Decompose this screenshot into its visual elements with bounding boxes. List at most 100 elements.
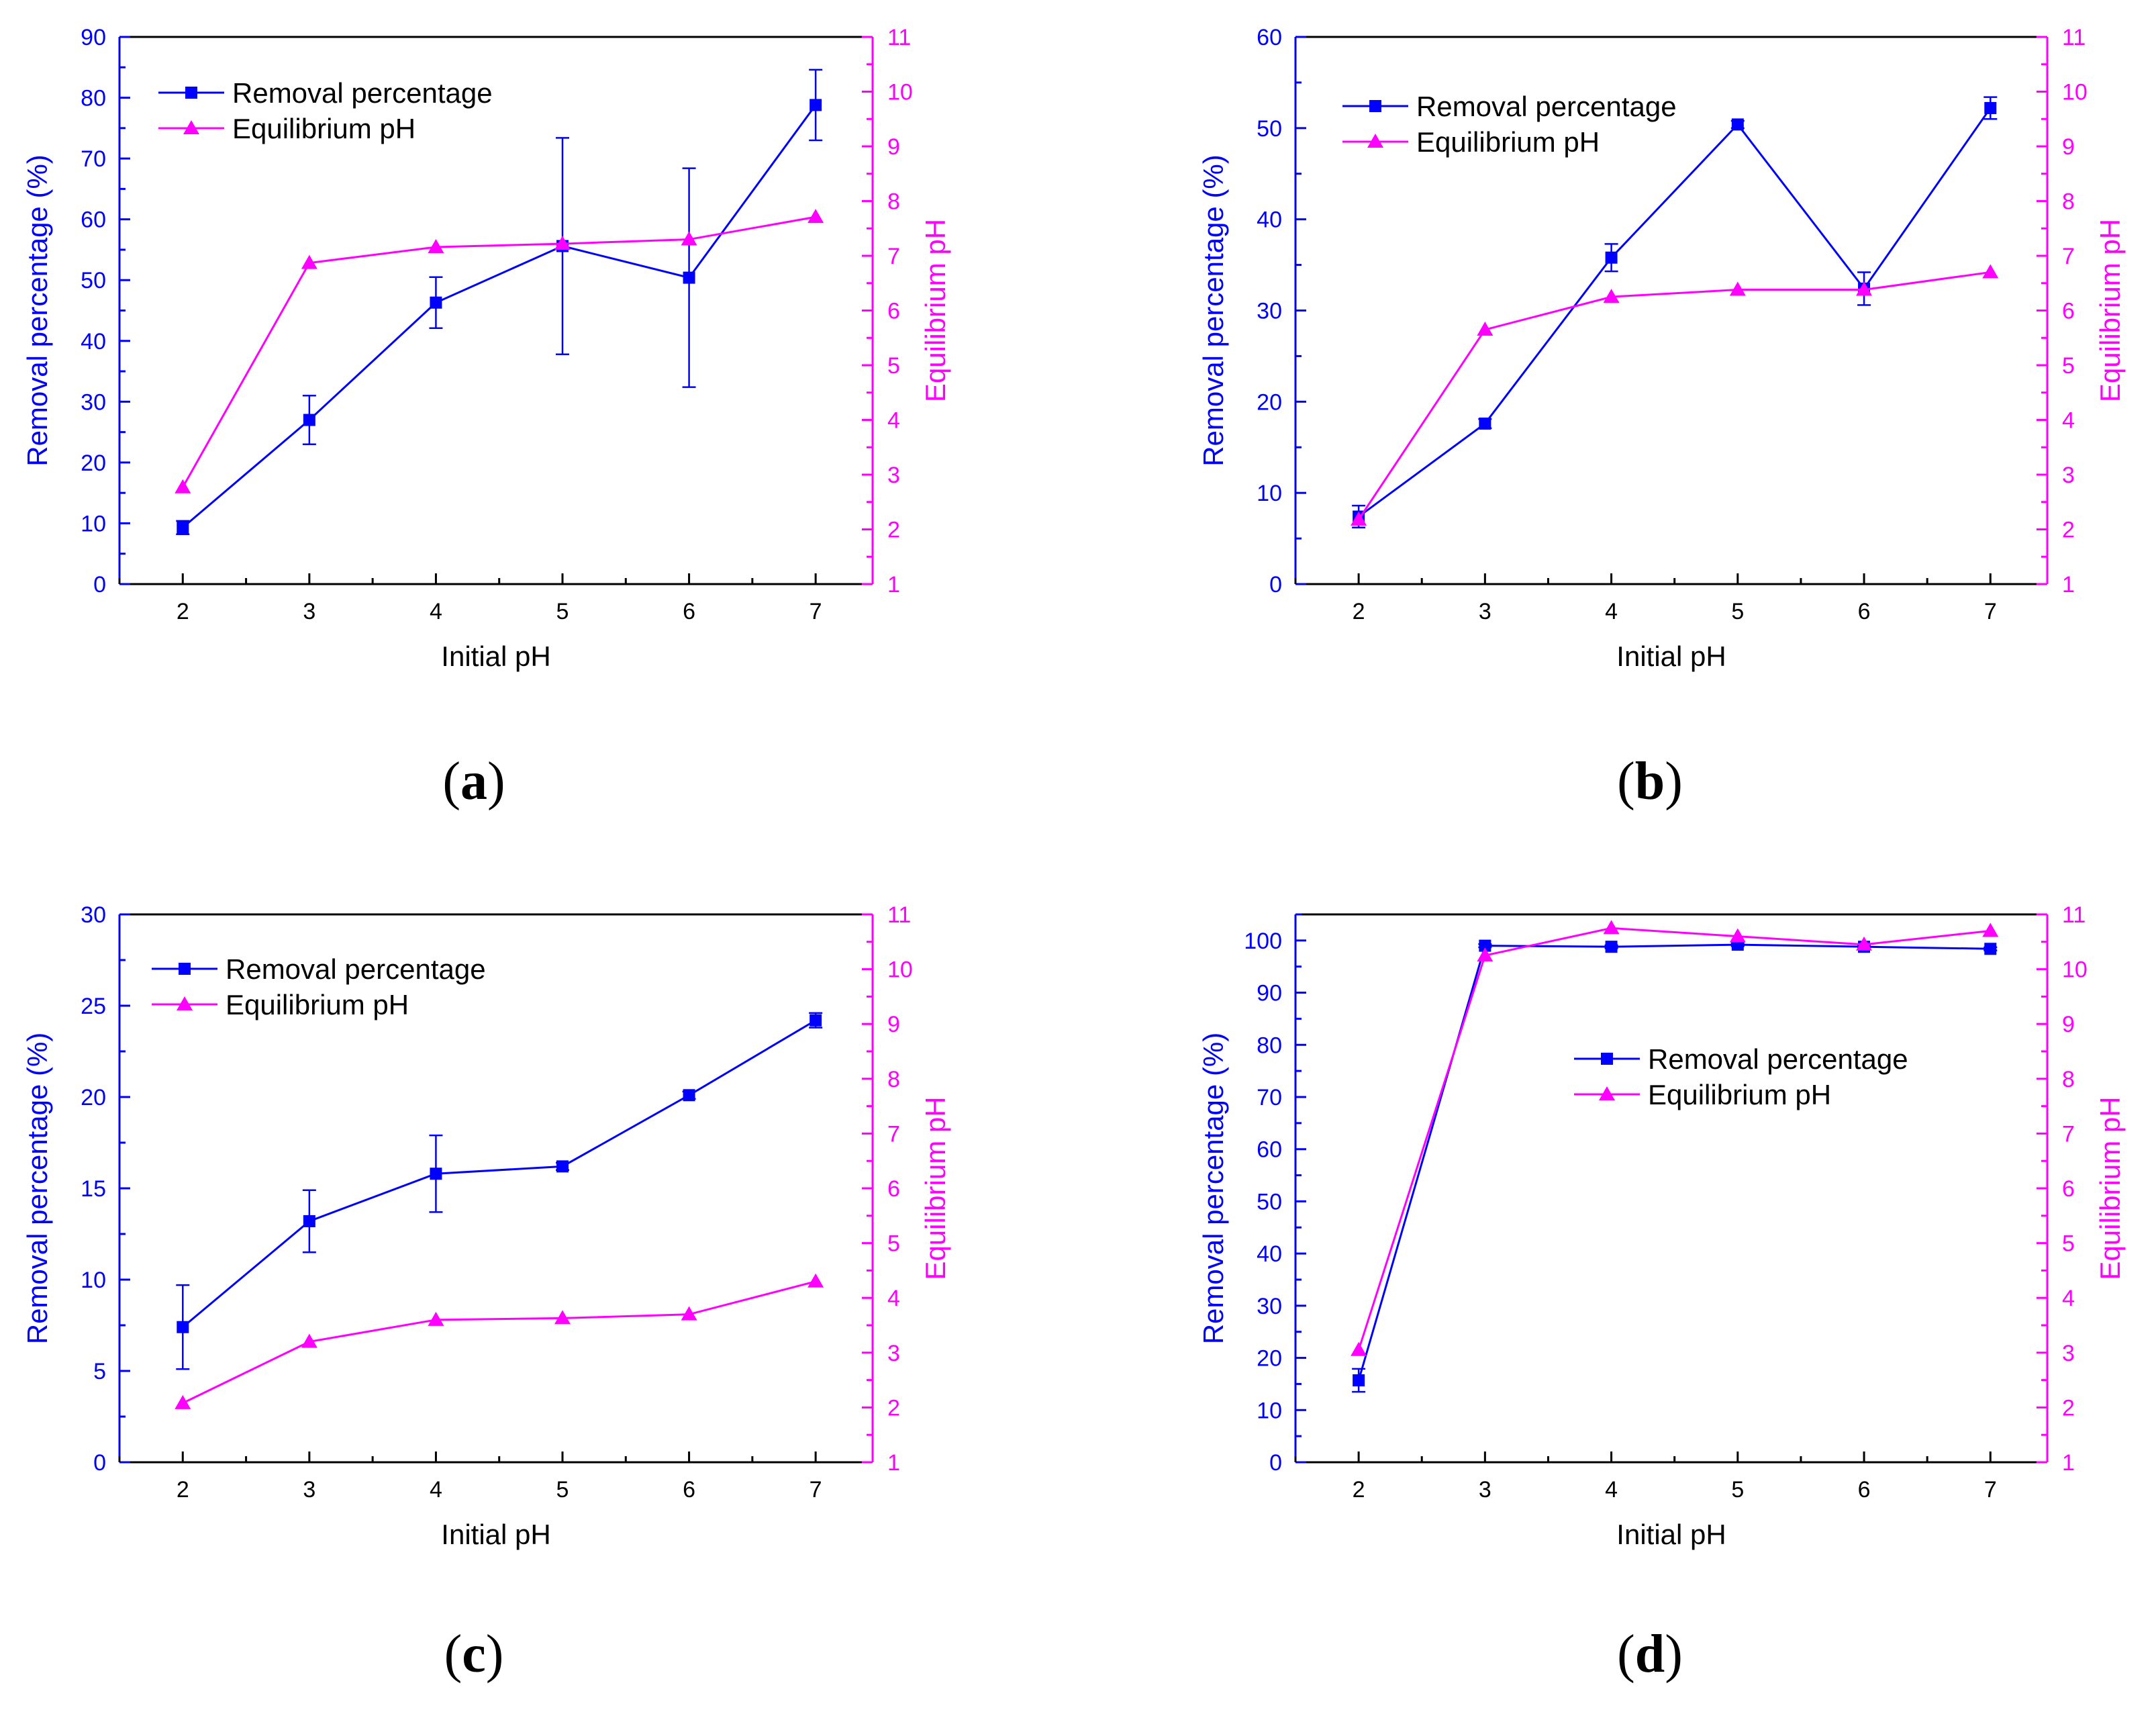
y-axis-title: Removal percentage (%) — [1197, 154, 1229, 467]
left-tick-label: 0 — [93, 1450, 106, 1476]
left-tick-label: 60 — [1257, 25, 1282, 50]
data-point-triangle — [428, 1311, 444, 1326]
data-point-triangle — [1603, 289, 1620, 303]
left-tick-label: 10 — [1257, 1398, 1282, 1423]
left-tick-label: 40 — [1257, 207, 1282, 233]
x-axis-title: Initial pH — [441, 1519, 550, 1550]
right-tick-label: 1 — [887, 572, 900, 598]
data-point-square — [303, 1215, 315, 1227]
y2-axis-title: Equilibrium pH — [920, 219, 951, 402]
right-tick-label: 5 — [887, 353, 900, 379]
left-tick-label: 40 — [1257, 1241, 1282, 1267]
chart-panel-d: 0 10 20 30 40 50 60 70 80 90 100 1 2 3 4 5 6 7 8 9 10 11 2 3 4 5 6… — [1197, 902, 2126, 1684]
left-tick-label: 30 — [1257, 1294, 1282, 1319]
data-point-triangle — [554, 1310, 571, 1325]
left-tick-label: 30 — [81, 902, 106, 928]
series-line — [1357, 271, 1991, 520]
right-tick-label: 4 — [2062, 408, 2075, 434]
bottom-tick-label: 6 — [1858, 599, 1871, 624]
left-tick-label: 0 — [1269, 1450, 1282, 1476]
x-axis-title: Initial pH — [441, 640, 550, 672]
right-tick-label: 11 — [2062, 902, 2086, 928]
left-tick-label: 5 — [93, 1359, 106, 1384]
panel-letter: (a) — [442, 752, 505, 811]
data-point-triangle — [681, 1306, 697, 1321]
left-tick-label: 100 — [1244, 929, 1282, 954]
right-tick-label: 9 — [887, 134, 900, 160]
bottom-tick-label: 7 — [810, 599, 822, 624]
legend-label: Equilibrium pH — [1648, 1079, 1831, 1110]
series-line — [1357, 943, 1991, 1381]
bottom-tick-label: 3 — [1479, 599, 1491, 624]
bottom-tick-label: 6 — [683, 1477, 695, 1503]
bottom-tick-label: 4 — [1605, 599, 1618, 624]
left-tick-label: 25 — [81, 994, 106, 1019]
chart-panel-a: 0 10 20 30 40 50 60 70 80 90 1 2 3 4 5 6 7 8 9 10 11 2 3 4 5 6 7 In… — [21, 25, 951, 811]
bottom-tick-label: 2 — [177, 1477, 189, 1503]
left-tick-label: 0 — [1269, 572, 1282, 598]
right-tick-label: 6 — [2062, 1176, 2075, 1202]
legend-marker-square — [1369, 100, 1381, 112]
data-point-square — [810, 99, 822, 111]
legend-label: Removal percentage — [1416, 91, 1677, 122]
right-tick-label: 10 — [887, 957, 913, 983]
legend-marker-square — [185, 87, 197, 99]
legend-marker-triangle — [1599, 1086, 1615, 1100]
series-equilibrium-ph — [1351, 264, 1999, 526]
legend-marker-triangle — [1367, 134, 1383, 148]
bottom-tick-label: 6 — [683, 599, 695, 624]
legend-label: Equilibrium pH — [226, 989, 409, 1020]
left-tick-label: 50 — [1257, 116, 1282, 142]
right-tick-label: 3 — [2062, 1341, 2075, 1366]
data-point-triangle — [175, 479, 191, 493]
chart-panel-b: 0 10 20 30 40 50 60 1 2 3 4 5 6 7 8 9 10 11 2 3 4 5 6 7 Initial … — [1197, 25, 2126, 811]
legend-marker-square — [179, 963, 191, 975]
right-tick-label: 8 — [887, 189, 900, 215]
right-tick-label: 3 — [2062, 463, 2075, 488]
right-tick-label: 6 — [887, 1176, 900, 1202]
right-tick-label: 8 — [2062, 189, 2075, 215]
left-tick-label: 10 — [81, 1268, 106, 1293]
right-tick-label: 3 — [887, 463, 900, 488]
data-point-square — [1984, 943, 1997, 955]
data-point-triangle — [807, 1273, 824, 1288]
left-tick-label: 10 — [81, 511, 106, 536]
data-point-triangle — [301, 1333, 317, 1348]
right-tick-label: 10 — [2062, 80, 2088, 105]
right-tick-label: 3 — [887, 1341, 900, 1366]
legend: Removal percentage Equilibrium pH — [1342, 91, 1677, 158]
bottom-tick-label: 7 — [1984, 1477, 1997, 1503]
series-line — [1358, 107, 1992, 518]
legend: Removal percentage Equilibrium pH — [158, 77, 493, 144]
right-tick-label: 2 — [887, 1395, 900, 1421]
right-tick-label: 7 — [2062, 244, 2075, 269]
series-line — [182, 1019, 816, 1328]
chart-panel-c: 0 5 10 15 20 25 30 1 2 3 4 5 6 7 8 9 10 11 2 3 4 5 6 7 Initial p… — [21, 902, 951, 1684]
right-tick-label: 6 — [887, 299, 900, 324]
data-point-square — [1605, 941, 1618, 953]
x-axis-title: Initial pH — [1616, 1519, 1726, 1550]
data-point-triangle — [1982, 264, 1999, 279]
right-tick-label: 9 — [2062, 1012, 2075, 1037]
series-line — [181, 216, 816, 488]
bottom-tick-label: 5 — [1731, 1477, 1744, 1503]
right-tick-label: 5 — [2062, 353, 2075, 379]
left-tick-label: 20 — [1257, 389, 1282, 415]
data-point-square — [177, 1321, 189, 1333]
series-equilibrium-ph — [175, 1273, 824, 1409]
y-axis-title: Removal percentage (%) — [1197, 1033, 1229, 1345]
data-point-square — [1353, 1374, 1365, 1386]
y-axis-title: Removal percentage (%) — [21, 154, 53, 467]
series-line — [182, 104, 817, 528]
data-point-triangle — [1477, 947, 1493, 962]
y2-axis-title: Equilibrium pH — [920, 1096, 951, 1280]
legend-marker-triangle — [183, 120, 199, 134]
bottom-tick-label: 2 — [1353, 599, 1365, 624]
right-tick-label: 10 — [2062, 957, 2088, 983]
series-line — [1357, 926, 1991, 1351]
bottom-tick-label: 4 — [430, 599, 442, 624]
legend-label: Removal percentage — [1648, 1043, 1908, 1075]
right-tick-label: 5 — [887, 1231, 900, 1257]
legend-marker-square — [1601, 1053, 1613, 1065]
bottom-tick-label: 3 — [1479, 1477, 1491, 1503]
